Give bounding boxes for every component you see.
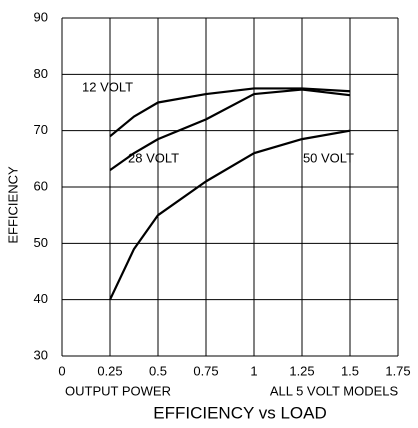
x-tick-label: 1.5: [341, 363, 359, 378]
y-tick-label: 40: [34, 291, 48, 306]
series-label: 12 VOLT: [82, 79, 133, 94]
y-tick-label: 80: [34, 66, 48, 81]
series-label: 28 VOLT: [128, 150, 179, 165]
x-tick-label: 1: [250, 363, 257, 378]
x-axis-label: OUTPUT POWER: [65, 383, 171, 398]
x-tick-label: 1.25: [289, 363, 314, 378]
y-tick-label: 90: [34, 9, 48, 24]
chart-title: EFFICIENCY vs LOAD: [153, 403, 327, 422]
y-axis-label: EFFICIENCY: [5, 166, 20, 244]
x-tick-label: 0.5: [149, 363, 167, 378]
line: [109, 129, 351, 301]
x-tick-label: 0.75: [193, 363, 218, 378]
series-label: 50 VOLT: [303, 150, 354, 165]
y-tick-label: 30: [34, 347, 48, 362]
y-tick-label: 50: [34, 235, 48, 250]
x-tick-label: 0.25: [97, 363, 122, 378]
line: [109, 88, 351, 171]
x-axis-note: ALL 5 VOLT MODELS: [270, 383, 399, 398]
x-tick-label: 0: [58, 363, 65, 378]
y-tick-label: 60: [34, 178, 48, 193]
line: [109, 87, 351, 138]
x-tick-label: 1.75: [385, 363, 410, 378]
y-tick-label: 70: [34, 122, 48, 137]
